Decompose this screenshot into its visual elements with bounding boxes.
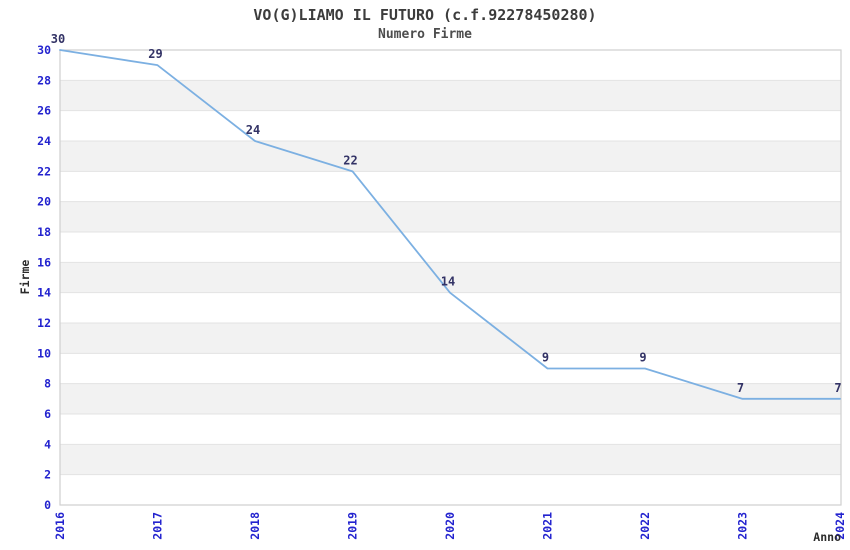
grid-band <box>60 141 841 172</box>
grid-band <box>60 262 841 293</box>
x-tick-label: 2022 <box>638 512 652 540</box>
grid-band <box>60 383 841 414</box>
y-tick-label: 28 <box>37 73 51 87</box>
data-point-label: 29 <box>148 47 162 61</box>
y-tick-label: 26 <box>37 104 51 118</box>
y-tick-label: 6 <box>44 407 51 421</box>
x-tick-label: 2017 <box>151 512 165 540</box>
y-tick-label: 10 <box>37 346 51 360</box>
y-tick-label: 14 <box>37 286 51 300</box>
data-point-label: 7 <box>737 381 744 395</box>
grid-band <box>60 80 841 111</box>
y-tick-label: 0 <box>44 498 51 512</box>
y-tick-label: 22 <box>37 164 51 178</box>
y-tick-label: 4 <box>44 437 51 451</box>
x-tick-label: 2020 <box>443 512 457 540</box>
y-tick-label: 2 <box>44 468 51 482</box>
y-tick-label: 8 <box>44 377 51 391</box>
y-tick-label: 24 <box>37 134 51 148</box>
y-tick-label: 12 <box>37 316 51 330</box>
y-tick-label: 20 <box>37 195 51 209</box>
y-tick-label: 16 <box>37 255 51 269</box>
data-point-label: 7 <box>834 381 841 395</box>
x-tick-label: 2023 <box>736 512 750 540</box>
x-tick-label: 2021 <box>541 512 555 540</box>
y-axis-title: Firme <box>18 259 32 295</box>
x-tick-label: 2016 <box>53 512 67 540</box>
data-point-label: 24 <box>246 123 260 137</box>
grid-band <box>60 444 841 475</box>
data-point-label: 22 <box>343 153 357 167</box>
plot-border <box>59 49 842 506</box>
y-tick-label: 30 <box>37 43 51 57</box>
grid-band <box>60 201 841 232</box>
x-tick-label: 2024 <box>833 512 847 540</box>
x-axis-title: Anno <box>813 530 841 544</box>
series-line <box>59 49 841 400</box>
data-point-label: 14 <box>441 275 455 289</box>
y-tick-label: 18 <box>37 225 51 239</box>
x-tick-label: 2019 <box>346 512 360 540</box>
data-point-label: 30 <box>51 32 65 46</box>
data-point-label: 9 <box>639 351 646 365</box>
chart-title: VO(G)LIAMO IL FUTURO (c.f.92278450280) <box>253 6 597 24</box>
data-point-label: 9 <box>542 351 549 365</box>
x-tick-label: 2018 <box>248 512 262 540</box>
chart-subtitle: Numero Firme <box>378 27 472 42</box>
grid-band <box>60 323 841 354</box>
